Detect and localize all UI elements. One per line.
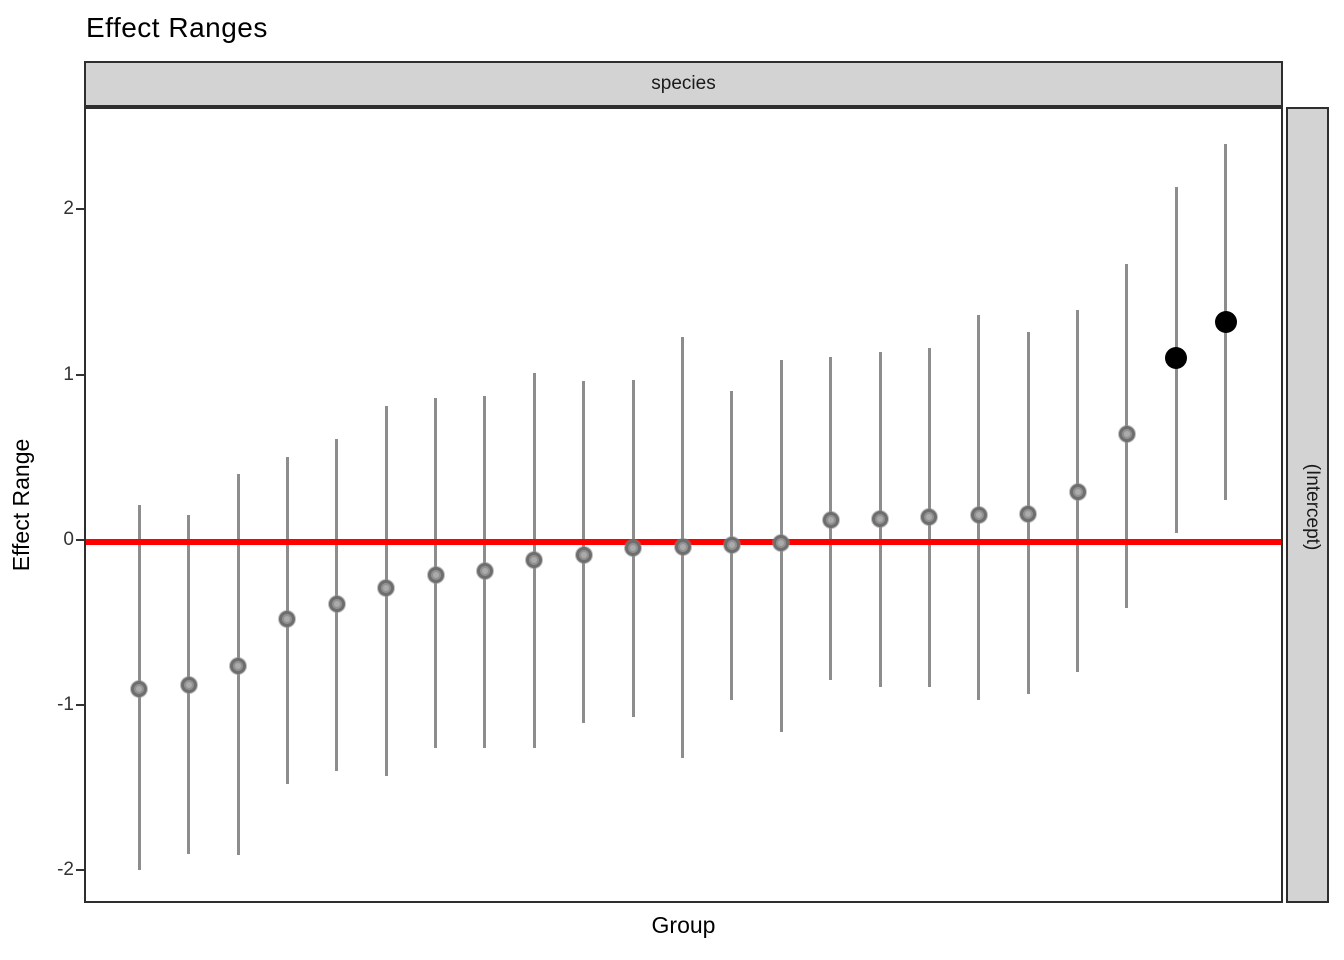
effect-point [526, 551, 543, 568]
effect-point [723, 536, 740, 553]
effect-point [279, 611, 296, 628]
y-tick-mark [76, 538, 84, 541]
effect-point [674, 538, 691, 555]
effect-point [625, 540, 642, 557]
effect-point [773, 535, 790, 552]
facet-strip-right-label: (Intercept) [1302, 463, 1323, 551]
y-tick-mark [76, 208, 84, 211]
effect-point [970, 507, 987, 524]
effect-point-significant [1214, 311, 1237, 334]
effect-point [1118, 426, 1135, 443]
facet-strip-top: species [84, 61, 1283, 107]
y-tick-label: 2 [63, 198, 74, 220]
facet-strip-right: (Intercept) [1286, 107, 1329, 903]
effect-point [1069, 484, 1086, 501]
effect-point [427, 566, 444, 583]
effect-point [921, 508, 938, 525]
effect-point [1020, 505, 1037, 522]
y-axis-title: Effect Range [8, 438, 34, 572]
effect-point [575, 546, 592, 563]
effect-point [230, 657, 247, 674]
effect-point [822, 512, 839, 529]
y-tick-label: -2 [57, 858, 74, 880]
y-tick-mark [76, 703, 84, 706]
y-tick-label: -1 [57, 693, 74, 715]
x-axis-title: Group [651, 912, 716, 938]
effect-point [180, 677, 197, 694]
effect-point [131, 680, 148, 697]
effect-point [328, 596, 345, 613]
effect-point [872, 510, 889, 527]
facet-strip-top-label: species [651, 73, 716, 94]
plot-panel [84, 107, 1283, 903]
plot-title: Effect Ranges [86, 12, 268, 43]
y-tick-label: 1 [63, 363, 74, 385]
y-tick-mark [76, 868, 84, 871]
y-tick-label: 0 [63, 528, 74, 550]
effect-point [476, 563, 493, 580]
effect-point [378, 579, 395, 596]
y-tick-mark [76, 373, 84, 376]
effect-point-significant [1165, 347, 1188, 370]
